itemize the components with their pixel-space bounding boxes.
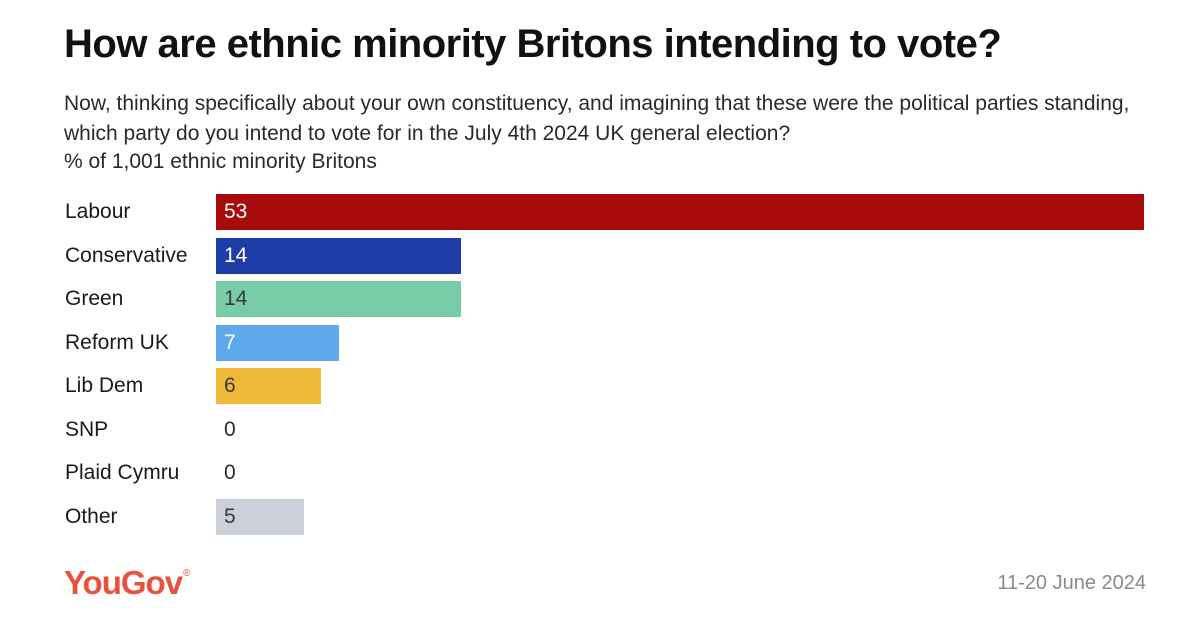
value-label-snp: 0 — [224, 418, 236, 441]
category-label-other: Other — [65, 505, 118, 528]
value-label-labour: 53 — [224, 200, 248, 223]
value-label-other: 5 — [224, 505, 236, 528]
category-label-reform-uk: Reform UK — [65, 331, 169, 354]
bar-conservative — [216, 238, 461, 274]
yougov-logo: YouGov® — [64, 564, 190, 602]
value-label-green: 14 — [224, 287, 248, 310]
logo-text: YouGov — [64, 564, 183, 601]
value-label-reform-uk: 7 — [224, 331, 236, 354]
bar-reform-uk — [216, 325, 339, 361]
category-label-labour: Labour — [65, 200, 131, 223]
value-label-conservative: 14 — [224, 244, 248, 267]
bar-lib-dem — [216, 368, 321, 404]
registered-mark: ® — [183, 568, 191, 579]
value-label-plaid-cymru: 0 — [224, 461, 236, 484]
chart-base-note: % of 1,001 ethnic minority Britons — [64, 150, 377, 173]
bar-labour — [216, 194, 1144, 230]
chart-title: How are ethnic minority Britons intendin… — [64, 22, 1002, 66]
category-label-plaid-cymru: Plaid Cymru — [65, 461, 180, 484]
category-label-conservative: Conservative — [65, 244, 188, 267]
chart-question: Now, thinking specifically about your ow… — [64, 92, 1130, 145]
value-label-lib-dem: 6 — [224, 374, 236, 397]
bar-other — [216, 499, 304, 535]
category-label-lib-dem: Lib Dem — [65, 374, 144, 397]
category-label-snp: SNP — [65, 418, 109, 441]
category-label-green: Green — [65, 287, 124, 310]
bar-green — [216, 281, 461, 317]
fieldwork-date: 11-20 June 2024 — [997, 572, 1146, 594]
